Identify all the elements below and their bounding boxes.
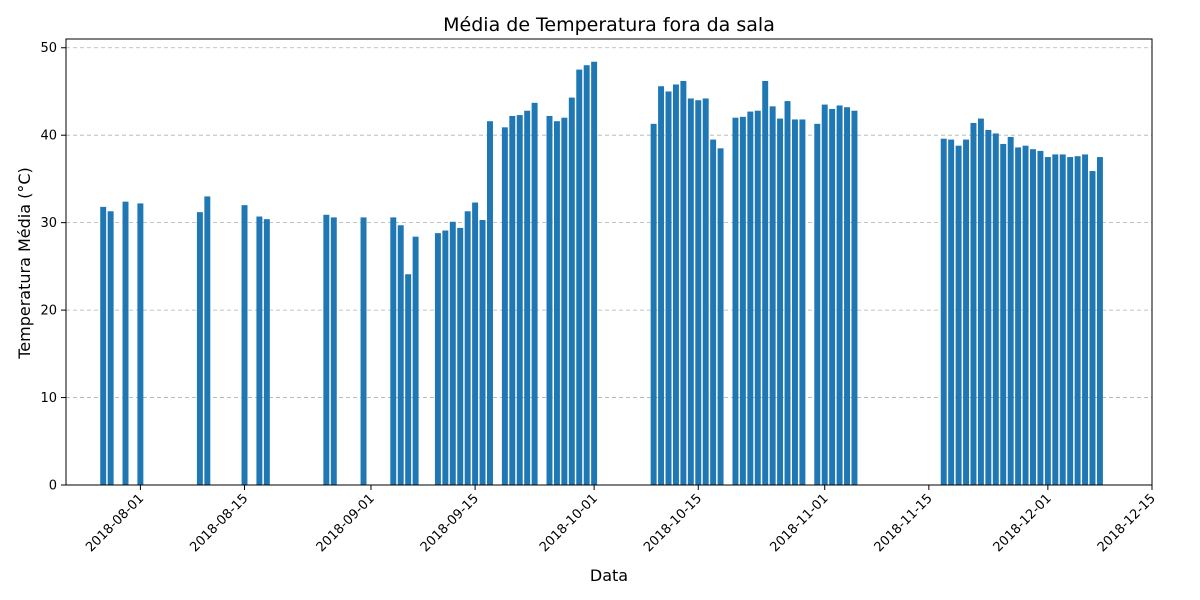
bar: [1059, 154, 1066, 485]
bar: [568, 97, 575, 485]
bar: [777, 118, 784, 486]
bar: [434, 233, 441, 485]
bar: [687, 98, 694, 485]
bar: [940, 138, 947, 485]
bar: [591, 61, 598, 486]
y-tick-label: 50: [40, 41, 57, 56]
bar: [263, 219, 270, 485]
bar: [412, 236, 419, 485]
bar: [1030, 149, 1036, 485]
bar: [323, 214, 330, 485]
bar: [524, 110, 531, 485]
bar: [710, 139, 717, 485]
bar: [717, 148, 724, 485]
bar: [241, 205, 248, 485]
bar: [1067, 157, 1074, 485]
bar: [397, 225, 404, 486]
bar: [464, 211, 471, 485]
y-tick-label: 40: [40, 129, 57, 144]
bar: [769, 106, 776, 486]
bar: [821, 104, 828, 486]
bar: [546, 115, 553, 486]
bar: [196, 212, 203, 485]
bar: [256, 216, 263, 485]
bar: [1096, 157, 1103, 485]
x-axis-title: Data: [590, 566, 628, 585]
bar: [985, 129, 992, 485]
y-tick-label: 10: [40, 391, 57, 406]
bar: [457, 227, 464, 486]
bar: [791, 119, 798, 486]
bar: [814, 123, 821, 485]
bar: [1074, 156, 1081, 485]
bar: [330, 217, 337, 485]
bar: [1022, 145, 1029, 486]
bars: [100, 61, 1103, 486]
bar: [702, 98, 709, 485]
bar: [405, 274, 412, 485]
bar: [665, 91, 672, 486]
bar: [204, 196, 211, 486]
bar: [829, 108, 836, 485]
bar: [360, 217, 367, 485]
bar: [948, 139, 955, 485]
bar: [449, 221, 456, 485]
bar: [992, 133, 999, 485]
bar: [695, 100, 702, 485]
bar: [472, 202, 479, 486]
y-tick-label: 0: [49, 479, 57, 494]
bar: [442, 230, 449, 485]
bar: [747, 111, 754, 485]
bar: [784, 101, 791, 485]
bar: [658, 86, 665, 486]
bar: [390, 217, 397, 485]
bar: [553, 121, 560, 485]
bar: [650, 123, 657, 485]
bar: [122, 201, 129, 486]
bar: [516, 115, 523, 486]
y-axis-title: Temperatura Média (°C): [15, 167, 34, 360]
bar: [1089, 171, 1096, 486]
bar: [509, 115, 516, 486]
bar: [970, 122, 977, 485]
plot-frame: [65, 38, 1153, 486]
bar: [762, 80, 769, 485]
y-tick-label: 20: [40, 304, 57, 319]
bar: [672, 84, 679, 485]
bar: [1044, 157, 1051, 485]
bar: [583, 65, 590, 485]
bar: [836, 105, 843, 486]
bar: [732, 117, 739, 486]
bar: [1007, 136, 1014, 485]
y-tick-label: 30: [40, 216, 57, 231]
bar: [100, 206, 107, 485]
bar: [107, 211, 114, 485]
bar: [851, 110, 858, 485]
bar: [1082, 154, 1089, 485]
bar: [576, 69, 583, 485]
bar: [1015, 147, 1022, 485]
bar: [844, 107, 851, 485]
bar: [977, 118, 984, 486]
bar: [531, 102, 538, 485]
axes: [65, 38, 1153, 486]
bar: [680, 80, 687, 485]
bar: [754, 110, 761, 485]
bar: [479, 220, 486, 485]
bar: [739, 116, 746, 486]
bar: [955, 145, 962, 486]
bar: [1052, 154, 1059, 485]
bar: [501, 127, 508, 485]
bar: [1000, 143, 1007, 486]
y-axis-ticks: 0 10 20 30 40 50: [40, 41, 66, 494]
bar: [799, 119, 806, 486]
bar: [963, 139, 970, 485]
bar: [487, 121, 493, 485]
bar: [137, 203, 144, 485]
bar: [561, 117, 568, 486]
bar: [1037, 150, 1044, 485]
chart-title: Média de Temperatura fora da sala: [443, 14, 775, 36]
